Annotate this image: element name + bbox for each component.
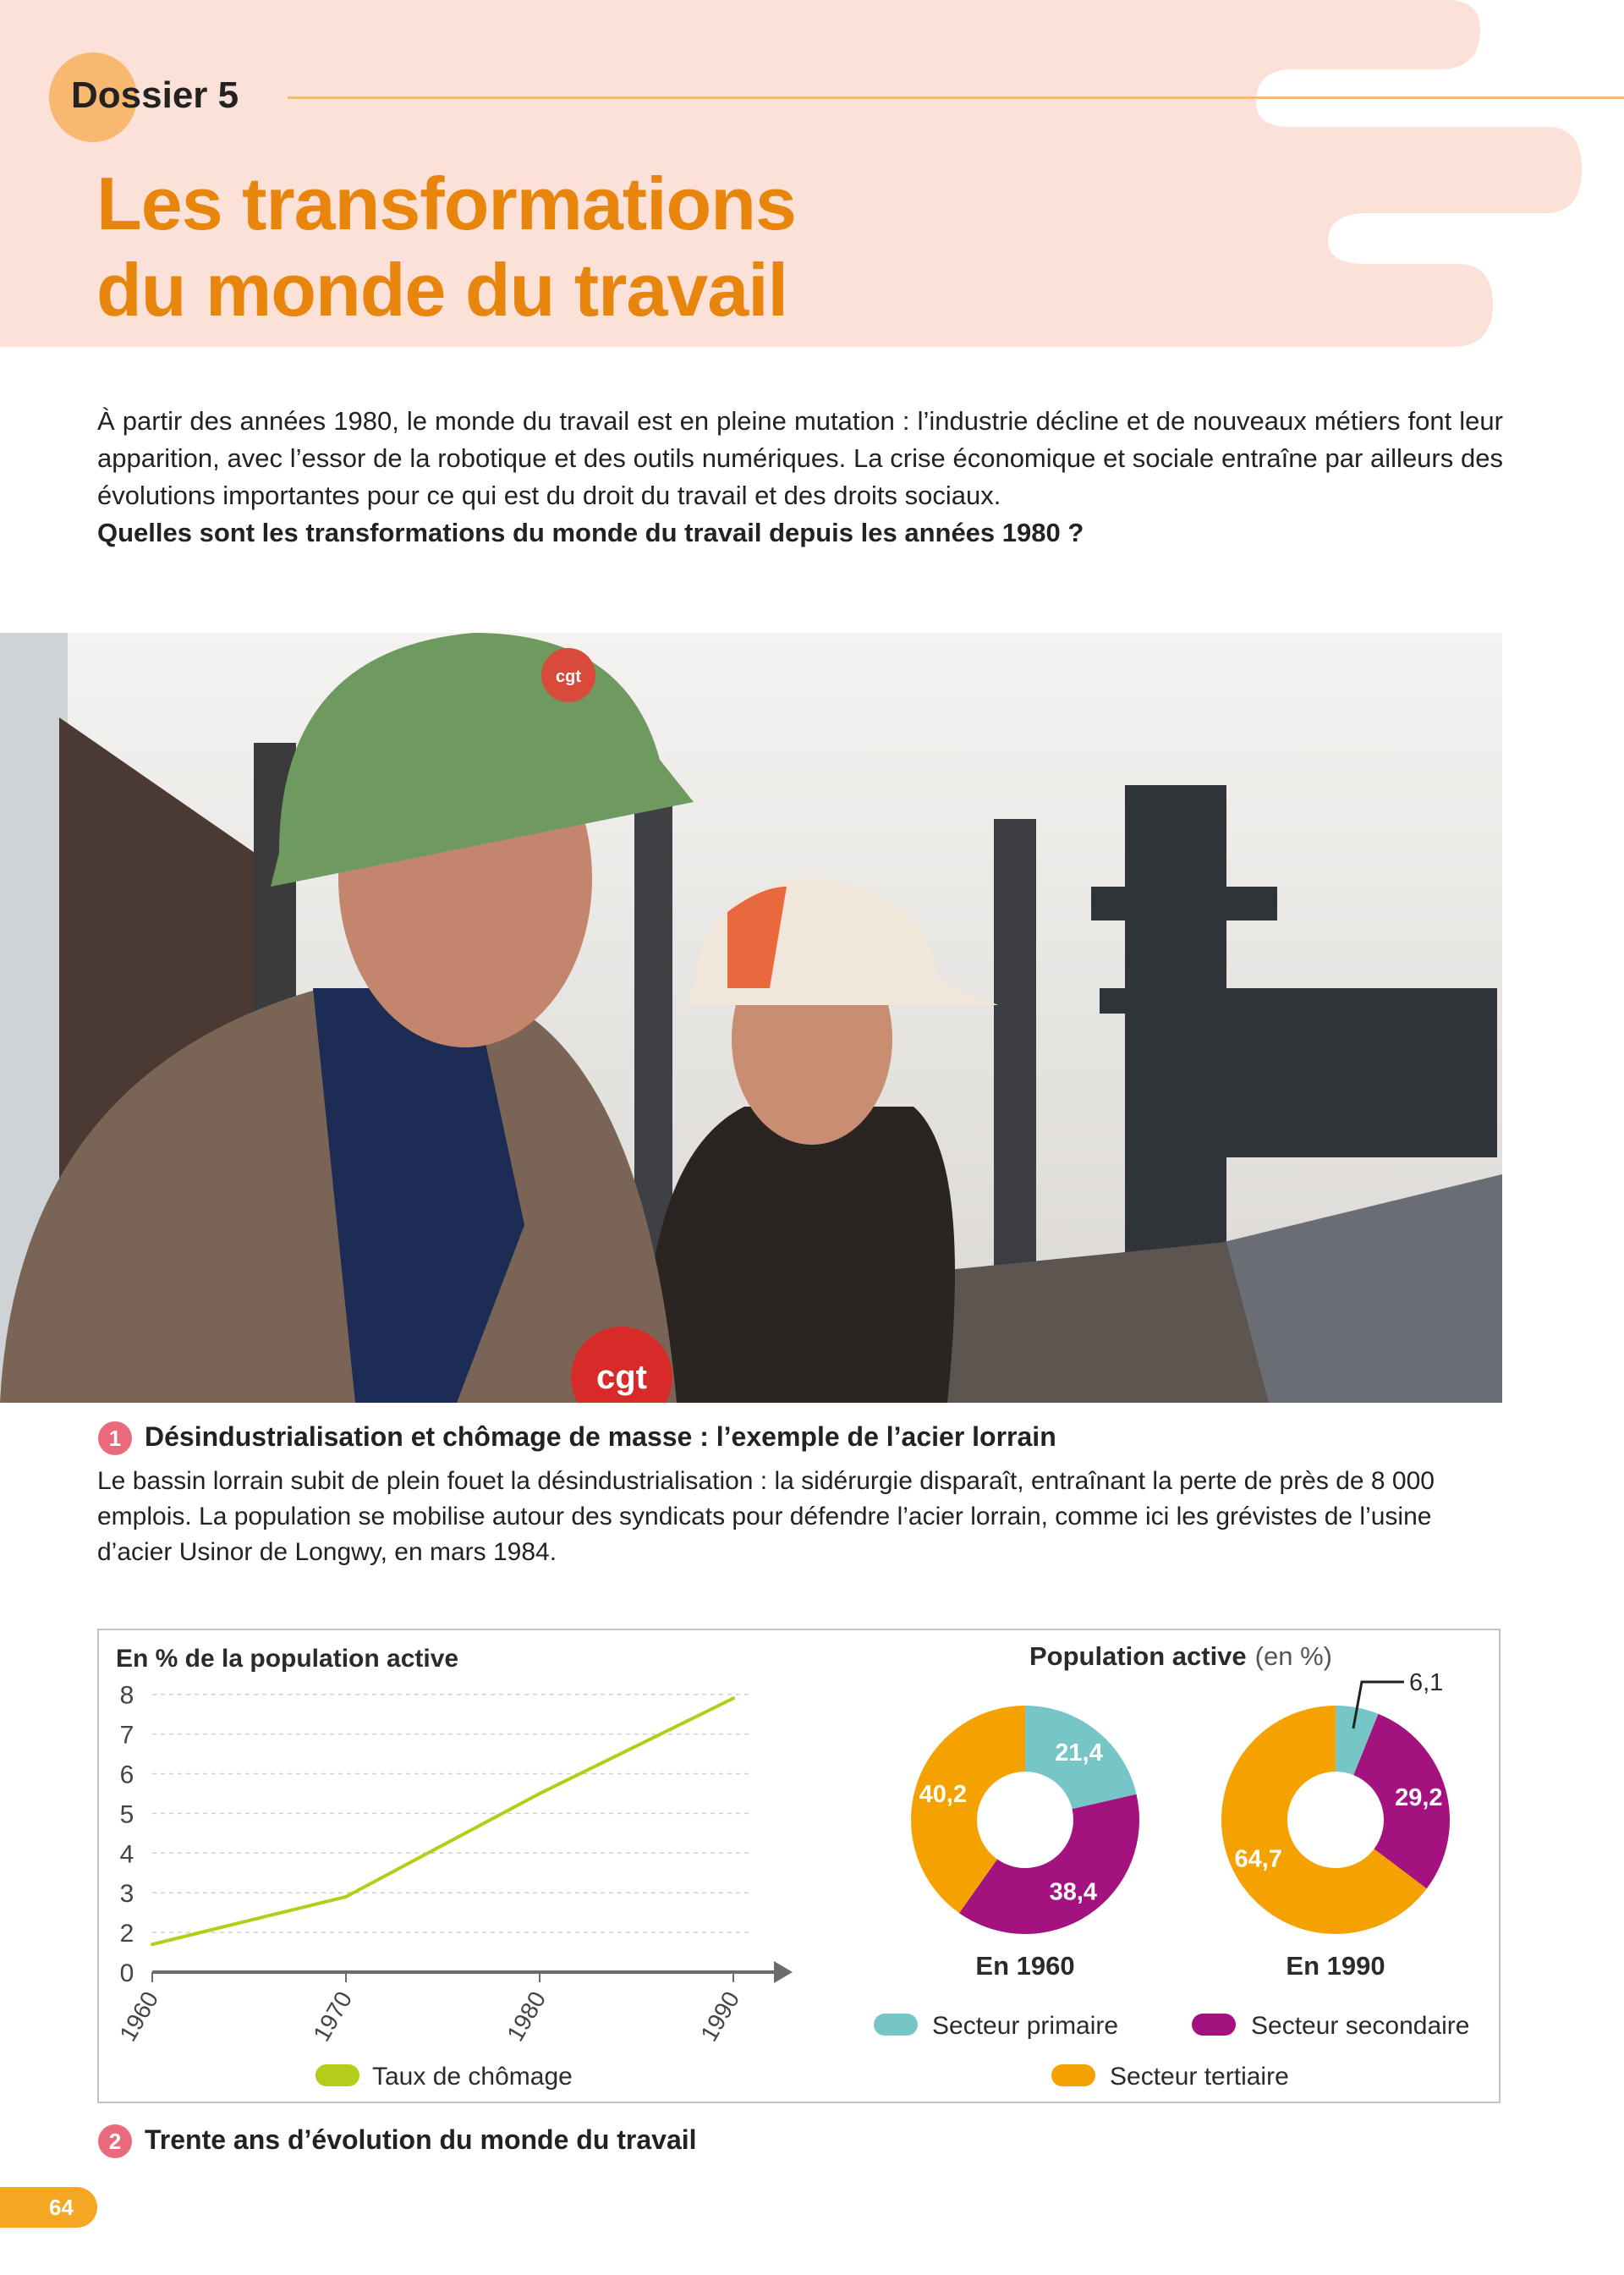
x-axis-arrow: [774, 1961, 793, 1983]
line-chart-ylabel: En % de la population active: [116, 1645, 458, 1673]
title-line-2: du monde du travail: [96, 248, 788, 332]
y-tick-label: 8: [120, 1682, 134, 1710]
chart-box: [97, 1629, 1501, 2103]
legend-label-secondaire: Secteur secondaire: [1251, 2012, 1470, 2040]
legend-swatch-unemployment: [315, 2064, 359, 2086]
legend-label-unemployment: Taux de chômage: [372, 2063, 573, 2091]
slice-value-label: 6,1: [1409, 1669, 1443, 1696]
doc1-title: Désindustrialisation et chômage de masse…: [145, 1421, 1056, 1452]
doc2-number-badge: 2: [98, 2124, 132, 2158]
slice-value-label: 21,4: [1055, 1739, 1102, 1767]
slice-value-label: 38,4: [1050, 1879, 1097, 1906]
donut-year-label: En 1960: [975, 1951, 1074, 1981]
unemployment-line: [151, 1696, 734, 1947]
line-chart: 0 2 3 4 5 6 7 8 1960 1970 1980 1990: [114, 1682, 793, 2046]
doc1-body: Le bassin lorrain subit de plein fouet l…: [97, 1467, 1435, 1566]
intro-text: À partir des années 1980, le monde du tr…: [97, 406, 1503, 510]
unemployment-point: [732, 1696, 735, 1701]
legend-swatch-secondaire: [1192, 2014, 1236, 2036]
x-tick-label: 1970: [308, 1987, 357, 2046]
y-tick-label: 5: [120, 1800, 134, 1828]
pie-title-bold: Population active: [1029, 1641, 1247, 1671]
y-tick-label: 4: [120, 1840, 134, 1868]
unemployment-point: [344, 1894, 348, 1899]
legend-swatch-tertiaire: [1051, 2064, 1095, 2086]
slice-value-label: 64,7: [1234, 1845, 1281, 1872]
header-cloud-shape: [0, 0, 1582, 347]
pie-legend: Secteur primaire Secteur secondaire Sect…: [874, 2012, 1470, 2091]
cgt-badge: [571, 1327, 672, 1403]
donut-year-label: En 1990: [1286, 1951, 1385, 1981]
donut-slice: [1353, 1713, 1451, 1889]
x-tick-label: 1960: [114, 1987, 163, 2046]
page-title: Les transformations du monde du travail: [96, 161, 797, 333]
dossier-label: Dossier 5: [71, 74, 239, 116]
donut-slice: [959, 1794, 1139, 1934]
strikers-photo: cgt cgt: [0, 633, 1502, 1403]
header-divider: [288, 96, 1624, 99]
blast-furnace: [1091, 785, 1497, 1259]
slice-leader-line: [1352, 1680, 1404, 1729]
helmet-cgt-text: cgt: [556, 668, 581, 686]
legend-label-primaire: Secteur primaire: [932, 2012, 1118, 2040]
unemployment-point: [538, 1791, 541, 1795]
x-tick-label: 1980: [502, 1987, 551, 2046]
donut-charts: 21,4 38,4 40,2 En 1960 6,1 29,2 64,7 En 1990: [911, 1669, 1451, 1981]
donut-slice: [911, 1706, 1025, 1914]
legend-label-tertiaire: Secteur tertiaire: [1110, 2063, 1289, 2091]
unemployment-point: [151, 1943, 154, 1947]
doc1-number-badge: 1: [98, 1421, 132, 1455]
intro-question: Quelles sont les transformations du mond…: [97, 518, 1084, 547]
cgt-badge-text: cgt: [596, 1359, 647, 1396]
y-tick-label: 3: [120, 1880, 134, 1908]
donut-slice: [1221, 1706, 1427, 1935]
helmet-cgt-sticker: [541, 648, 595, 702]
doc2-title: Trente ans d’évolution du monde du trava…: [145, 2124, 697, 2155]
donut-slice: [1025, 1706, 1137, 1810]
title-line-1: Les transformations: [96, 162, 797, 245]
dossier-circle: [49, 52, 137, 142]
y-tick-label: 2: [120, 1920, 134, 1948]
pie-chart-title: Population active (en %): [1029, 1641, 1332, 1671]
x-tick-label: 1990: [695, 1987, 744, 2046]
pie-title-suffix: (en %): [1255, 1641, 1332, 1671]
line-legend: Taux de chômage: [315, 2063, 573, 2091]
page-number: 64: [0, 2187, 97, 2228]
y-tick-label: 6: [120, 1761, 134, 1789]
donut-slice: [1336, 1706, 1379, 1776]
slice-value-label: 40,2: [919, 1781, 967, 1808]
y-tick-label: 0: [120, 1959, 134, 1987]
header-band: [0, 0, 1582, 347]
intro-paragraph: À partir des années 1980, le monde du tr…: [97, 403, 1503, 552]
legend-swatch-primaire: [874, 2014, 918, 2036]
slice-value-label: 29,2: [1395, 1784, 1442, 1811]
y-tick-label: 7: [120, 1722, 134, 1750]
